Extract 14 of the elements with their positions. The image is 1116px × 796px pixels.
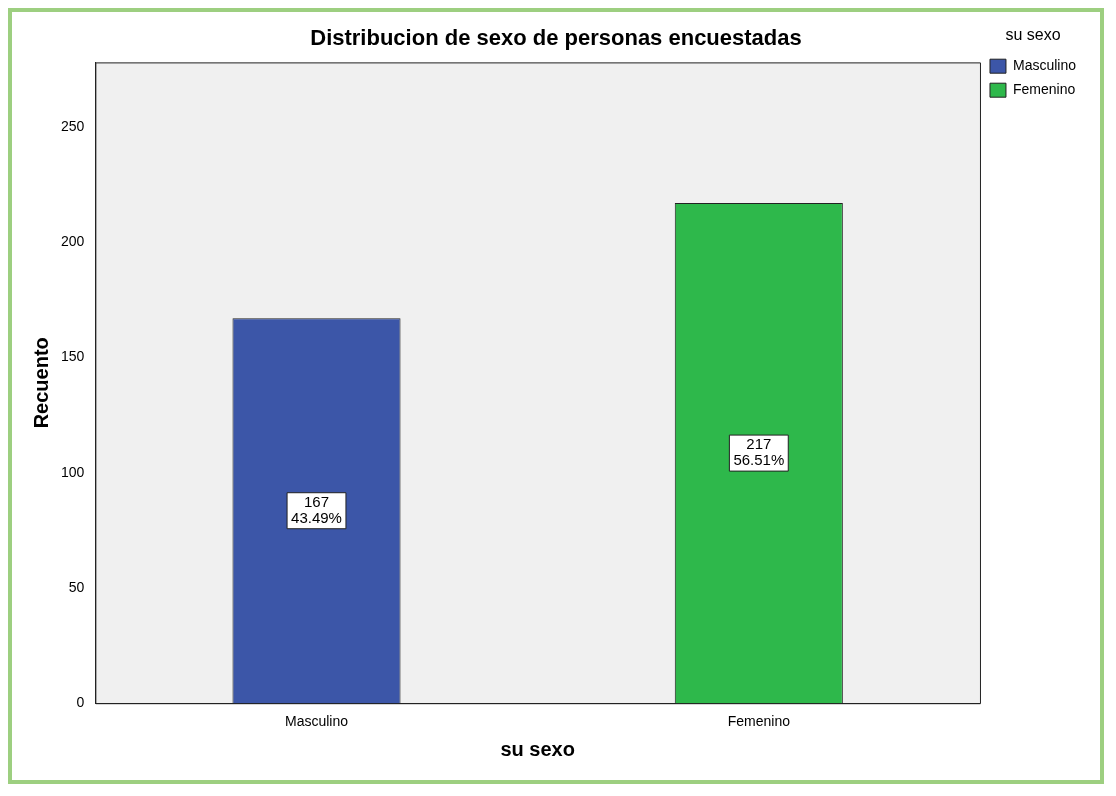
chart-title: Distribucion de sexo de personas encuestadas xyxy=(310,25,802,51)
legend-title: su sexo xyxy=(1005,26,1061,44)
x-axis-title: su sexo xyxy=(500,737,575,760)
legend-label: Femenino xyxy=(1012,81,1076,98)
y-tick-label: 100 xyxy=(61,463,85,480)
legend-label: Masculino xyxy=(1012,57,1077,74)
y-axis-title: Recuento xyxy=(29,337,52,429)
data-label: 217 56.51% xyxy=(733,435,785,469)
data-label: 167 43.49% xyxy=(291,492,342,526)
y-tick-label: 200 xyxy=(61,233,85,250)
y-tick-label: 50 xyxy=(68,578,85,595)
y-tick-label: 0 xyxy=(76,694,85,711)
y-tick-label: 150 xyxy=(61,348,85,365)
y-tick-label: 250 xyxy=(61,117,85,134)
